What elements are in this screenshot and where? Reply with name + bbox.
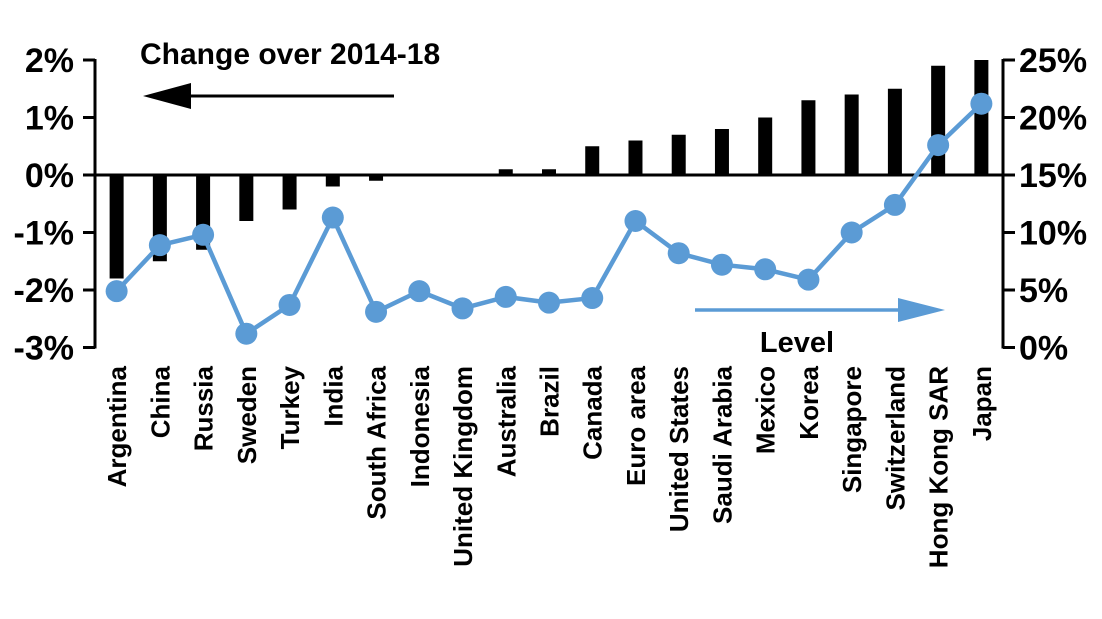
category-label-korea: Korea xyxy=(794,365,824,439)
right-tick-label-3: 10% xyxy=(1019,215,1087,253)
bar-switzerland xyxy=(887,88,902,175)
category-label-united-kingdom: United Kingdom xyxy=(448,366,478,567)
dot-canada xyxy=(581,287,604,310)
left-arrow-icon xyxy=(143,83,191,109)
bar-united-states xyxy=(671,134,686,175)
bar-canada xyxy=(585,146,600,175)
dot-south-africa xyxy=(365,300,388,323)
bar-india xyxy=(325,175,340,187)
category-label-united-states: United States xyxy=(664,366,694,532)
bar-south-africa xyxy=(369,175,384,181)
dot-japan xyxy=(970,92,993,115)
right-tick-label-2: 15% xyxy=(1019,157,1087,195)
category-label-hong-kong-sar: Hong Kong SAR xyxy=(924,366,954,568)
dot-korea xyxy=(797,268,820,291)
dot-turkey xyxy=(278,293,301,316)
category-label-brazil: Brazil xyxy=(535,366,565,437)
category-label-china: China xyxy=(145,365,175,438)
dot-saudi-arabia xyxy=(710,253,733,276)
category-label-sweden: Sweden xyxy=(232,366,262,464)
bar-australia xyxy=(498,169,513,175)
category-label-singapore: Singapore xyxy=(837,366,867,493)
bar-korea xyxy=(801,100,816,175)
category-label-switzerland: Switzerland xyxy=(880,366,910,510)
bar-japan xyxy=(974,60,989,175)
dot-russia xyxy=(192,223,215,246)
category-label-australia: Australia xyxy=(491,365,521,477)
bar-mexico xyxy=(758,117,773,175)
bar-argentina xyxy=(109,175,124,279)
right-arrow-icon xyxy=(898,298,945,322)
dot-india xyxy=(321,206,344,229)
bar-singapore xyxy=(844,94,859,175)
bar-euro-area xyxy=(628,140,643,175)
dot-hong-kong-sar xyxy=(927,134,950,157)
dot-china xyxy=(148,234,171,257)
dot-argentina xyxy=(105,280,128,303)
category-label-euro-area: Euro area xyxy=(621,365,651,485)
dot-euro-area xyxy=(624,210,647,232)
category-label-turkey: Turkey xyxy=(275,365,305,449)
dot-indonesia xyxy=(408,280,431,303)
category-label-saudi-arabia: Saudi Arabia xyxy=(707,365,737,524)
bar-turkey xyxy=(282,175,297,210)
left-tick-label-5: -3% xyxy=(14,330,74,368)
right-tick-label-0: 25% xyxy=(1019,42,1087,80)
left-tick-label-4: -2% xyxy=(14,272,74,310)
category-label-canada: Canada xyxy=(578,365,608,459)
dot-united-kingdom xyxy=(451,297,474,320)
change-series-label: Change over 2014-18 xyxy=(140,38,440,71)
right-tick-label-5: 0% xyxy=(1019,330,1068,368)
left-tick-label-2: 0% xyxy=(25,157,74,195)
bar-hong-kong-sar xyxy=(931,65,946,175)
left-tick-label-1: 1% xyxy=(25,100,74,138)
dot-brazil xyxy=(538,291,560,314)
dot-mexico xyxy=(754,258,777,281)
bar-saudi-arabia xyxy=(714,129,729,175)
dot-sweden xyxy=(235,322,258,345)
category-label-argentina: Argentina xyxy=(102,365,132,487)
category-label-india: India xyxy=(318,365,348,426)
category-label-mexico: Mexico xyxy=(751,366,781,454)
level-series-label: Level xyxy=(760,327,834,359)
dot-united-states xyxy=(667,242,690,265)
right-tick-label-1: 20% xyxy=(1019,100,1087,138)
bar-sweden xyxy=(239,175,254,221)
category-label-russia: Russia xyxy=(189,365,219,451)
bar-brazil xyxy=(542,169,556,175)
left-tick-label-0: 2% xyxy=(25,42,74,80)
category-label-south-africa: South Africa xyxy=(362,365,392,519)
category-label-indonesia: Indonesia xyxy=(405,365,435,487)
dot-singapore xyxy=(840,221,863,244)
dot-australia xyxy=(494,285,517,308)
right-tick-label-4: 5% xyxy=(1019,272,1068,310)
left-tick-label-3: -1% xyxy=(14,215,74,253)
dot-switzerland xyxy=(883,193,906,216)
category-label-japan: Japan xyxy=(967,366,997,441)
